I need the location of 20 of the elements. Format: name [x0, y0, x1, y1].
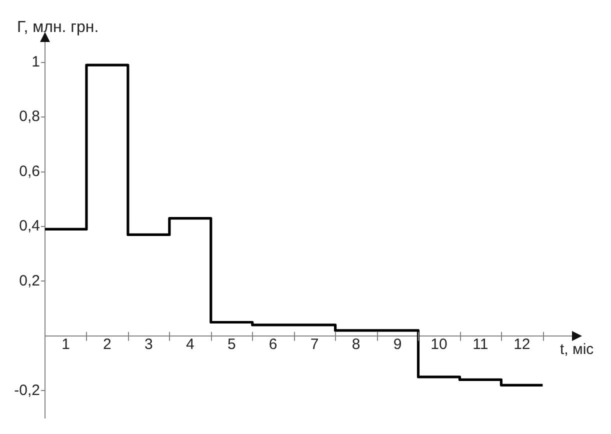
- y-tick-label: 0,6: [19, 162, 40, 180]
- x-tick-label: 3: [144, 336, 153, 354]
- x-tick-label: 11: [472, 336, 488, 354]
- x-tick-label: 9: [393, 336, 402, 354]
- y-tick-label: 1: [32, 54, 40, 70]
- y-tick-label: 0,8: [19, 108, 40, 126]
- x-tick-label: 10: [430, 336, 448, 354]
- y-axis-title: Г, млн. грн.: [17, 19, 99, 36]
- x-tick-label: 8: [352, 336, 360, 354]
- x-axis-title: t, міс: [560, 340, 594, 358]
- x-tick-label: 1: [62, 336, 70, 354]
- x-tick-label: 5: [227, 336, 236, 354]
- x-tick-label: 4: [186, 336, 194, 354]
- y-tick-label: 0,4: [19, 218, 40, 235]
- x-tick-label: 2: [103, 336, 112, 354]
- y-tick-label: 0,2: [19, 272, 40, 290]
- y-tick-label: -0,2: [14, 382, 40, 399]
- x-tick-label: 6: [268, 336, 278, 354]
- x-tick-label: 12: [514, 336, 530, 354]
- x-tick-label: 7: [310, 336, 319, 354]
